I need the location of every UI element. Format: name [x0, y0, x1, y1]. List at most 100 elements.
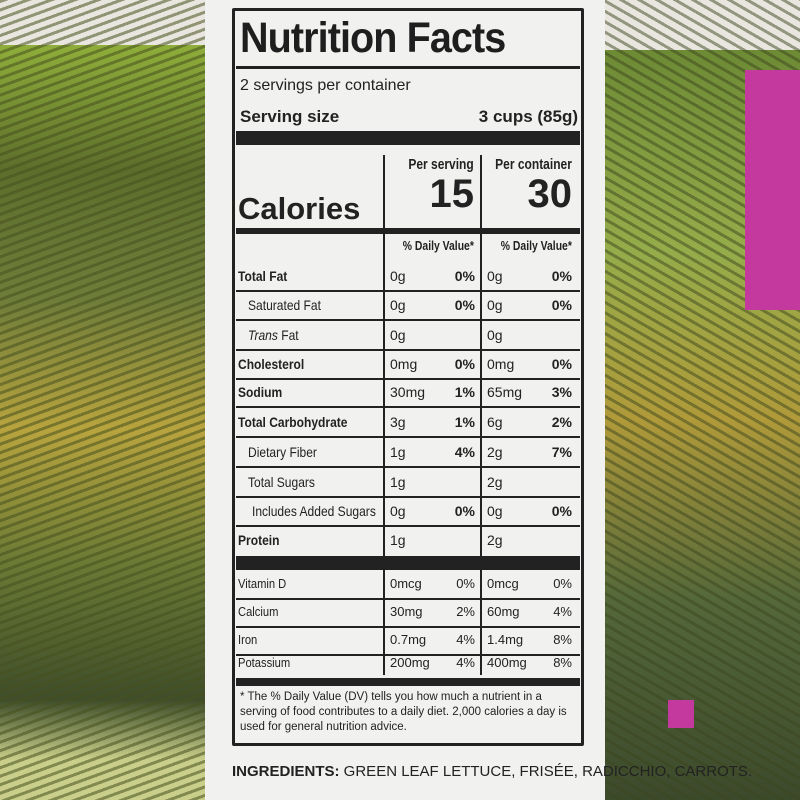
dv-per-container: 8% [553, 632, 572, 647]
dv-header-container: % Daily Value* [500, 238, 572, 253]
nutrition-title: Nutrition Facts [240, 14, 506, 62]
brand-graphic [745, 70, 800, 310]
dv-per-container: 8% [553, 655, 572, 670]
nutrient-name: Sodium [238, 384, 283, 400]
amount-per-serving: 0g [390, 268, 406, 284]
amount-per-container: 0g [487, 268, 503, 284]
dv-header-serving: % Daily Value* [402, 238, 474, 253]
nutrient-name: Total Fat [238, 268, 288, 284]
nutrient-name: Potassium [238, 655, 291, 670]
thick-divider [236, 131, 580, 145]
servings-per-container: 2 servings per container [240, 77, 411, 94]
dv-per-container: 0% [551, 268, 572, 284]
row-divider [236, 290, 580, 292]
nutrition-facts-box [232, 8, 584, 746]
row-divider [236, 378, 580, 380]
dv-per-serving: 2% [456, 604, 475, 619]
amount-per-serving: 0g [390, 297, 406, 313]
amount-per-container: 60mg [487, 604, 520, 619]
row-divider [236, 319, 580, 321]
dv-per-container: 0% [553, 576, 572, 591]
ingredients-text: GREEN LEAF LETTUCE, FRISÉE, RADICCHIO, C… [339, 763, 753, 780]
brand-graphic-small [668, 700, 694, 728]
calories-label: Calories [238, 191, 361, 226]
dv-per-serving: 1% [454, 414, 475, 430]
per-serving-label: Per serving [408, 156, 474, 173]
amount-per-serving: 0.7mg [390, 632, 427, 647]
amount-per-serving: 0mcg [390, 576, 422, 591]
row-divider [236, 466, 580, 468]
column-divider [383, 155, 385, 675]
amount-per-container: 0g [487, 297, 503, 313]
serving-size-label: Serving size [240, 107, 340, 126]
amount-per-container: 2g [487, 532, 503, 548]
amount-per-container: 2g [487, 474, 503, 490]
amount-per-container: 0g [487, 503, 503, 519]
amount-per-serving: 1g [390, 474, 406, 490]
thick-divider [236, 556, 580, 570]
amount-per-serving: 0g [390, 327, 406, 343]
amount-per-serving: 0mg [390, 356, 418, 372]
amount-per-serving: 1g [390, 444, 406, 460]
nutrient-name: Protein [238, 532, 280, 548]
dv-per-container: 0% [551, 503, 572, 519]
dv-per-container: 0% [551, 297, 572, 313]
row-divider [236, 406, 580, 408]
divider [236, 228, 580, 234]
nutrient-name: Vitamin D [238, 576, 287, 591]
row-divider [236, 626, 580, 628]
amount-per-container: 65mg [487, 384, 523, 400]
column-divider [480, 155, 482, 675]
nutrient-name: Total Sugars [248, 474, 315, 490]
dv-per-serving: 0% [454, 356, 475, 372]
dv-per-container: 4% [553, 604, 572, 619]
serving-size-value: 3 cups (85g) [478, 107, 578, 126]
amount-per-serving: 30mg [390, 604, 423, 619]
amount-per-container: 0mcg [487, 576, 519, 591]
nutrient-name: Dietary Fiber [248, 444, 317, 460]
amount-per-container: 6g [487, 414, 503, 430]
amount-per-container: 0mg [487, 356, 515, 372]
amount-per-serving: 0g [390, 503, 406, 519]
row-divider [236, 436, 580, 438]
amount-per-serving: 3g [390, 414, 406, 430]
amount-per-container: 2g [487, 444, 503, 460]
calories-per-serving: 15 [429, 172, 475, 216]
calories-per-container: 30 [527, 172, 573, 216]
nutrient-name: Trans Fat [248, 327, 299, 343]
nutrient-name: Includes Added Sugars [252, 503, 376, 519]
dv-per-serving: 4% [456, 632, 475, 647]
dv-per-serving: 0% [454, 503, 475, 519]
amount-per-serving: 1g [390, 532, 406, 548]
dv-per-serving: 4% [456, 655, 475, 670]
dv-per-serving: 0% [454, 297, 475, 313]
dv-per-container: 2% [551, 414, 572, 430]
row-divider [236, 598, 580, 600]
amount-per-container: 0g [487, 327, 503, 343]
amount-per-container: 1.4mg [487, 632, 524, 647]
thick-divider [236, 678, 580, 686]
dv-per-serving: 0% [454, 268, 475, 284]
dv-per-serving: 1% [454, 384, 475, 400]
dv-per-container: 0% [551, 356, 572, 372]
nutrient-name: Total Carbohydrate [238, 414, 348, 430]
dv-per-serving: 4% [454, 444, 475, 460]
dv-per-container: 7% [551, 444, 572, 460]
ingredients: INGREDIENTS: GREEN LEAF LETTUCE, FRISÉE,… [232, 762, 752, 781]
row-divider [236, 496, 580, 498]
row-divider [236, 525, 580, 527]
nutrient-name: Saturated Fat [248, 297, 321, 313]
divider [236, 66, 580, 69]
dv-per-container: 3% [551, 384, 572, 400]
per-container-label: Per container [495, 156, 572, 173]
row-divider [236, 654, 580, 656]
footnote: * The % Daily Value (DV) tells you how m… [240, 691, 567, 733]
row-divider [236, 349, 580, 351]
nutrient-name: Calcium [238, 604, 279, 619]
package-artwork-left [0, 0, 215, 800]
amount-per-container: 400mg [487, 655, 527, 670]
ingredients-label: INGREDIENTS: [232, 763, 340, 780]
amount-per-serving: 200mg [390, 655, 430, 670]
nutrient-name: Cholesterol [238, 356, 305, 372]
amount-per-serving: 30mg [390, 384, 426, 400]
